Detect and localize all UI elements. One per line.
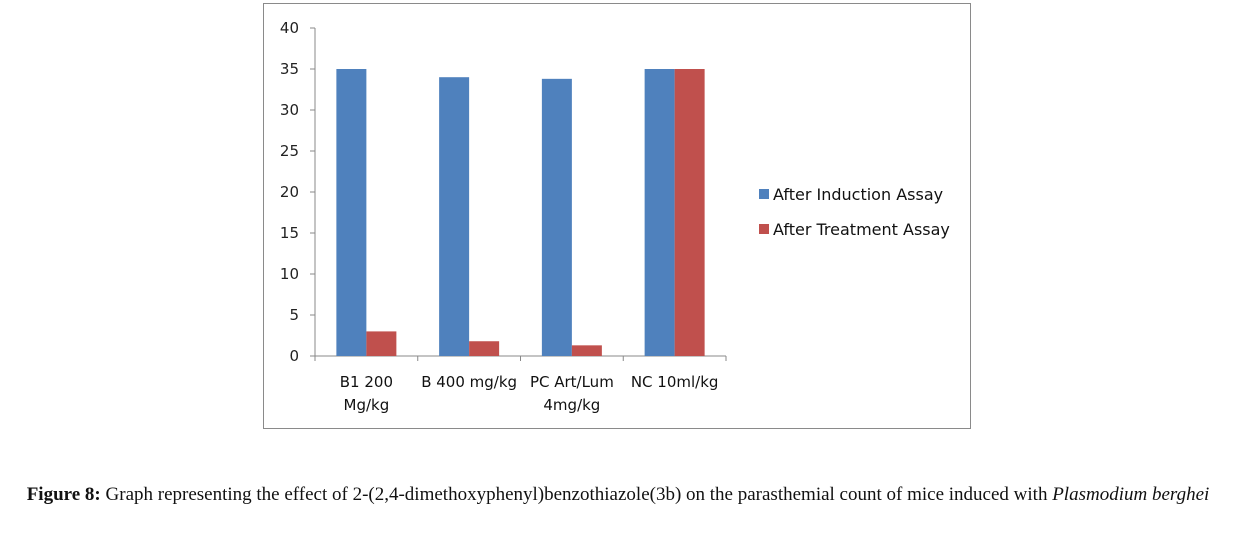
caption-text: Graph representing the effect of 2-(2,4-…: [100, 484, 1053, 505]
y-tick-label: 25: [280, 142, 299, 160]
caption-label: Figure 8:: [26, 484, 101, 505]
x-category-label: PC Art/Lum: [530, 373, 614, 391]
legend-swatch: [759, 224, 769, 234]
y-tick-label: 10: [280, 265, 299, 283]
y-tick-label: 30: [280, 101, 299, 119]
y-tick-label: 0: [289, 347, 299, 365]
x-category-label: NC 10ml/kg: [631, 373, 719, 391]
y-tick-label: 20: [280, 183, 299, 201]
figure-caption: Figure 8: Graph representing the effect …: [0, 478, 1236, 512]
x-category-label: 4mg/kg: [543, 396, 600, 414]
x-axis-labels: B1 200 Mg/kg B 400 mg/kg PC Art/Lum 4mg/kg NC…: [340, 373, 719, 414]
y-axis-ticks: 0 5 10 15 20 25 30 35 40: [280, 19, 315, 365]
bar-after-induction-3: [644, 69, 675, 356]
legend-label: After Induction Assay: [773, 185, 943, 204]
caption-species: Plasmodium berghei: [1052, 484, 1210, 505]
y-tick-label: 15: [280, 224, 299, 242]
y-tick-label: 35: [280, 60, 299, 78]
bar-after-treatment-1: [469, 341, 500, 356]
bars: [336, 69, 705, 356]
bar-chart: 0 5 10 15 20 25 30 35 40 B1 200 Mg/kg B 400 mg/kg P…: [280, 19, 950, 414]
x-category-label: Mg/kg: [344, 396, 390, 414]
bar-after-induction-2: [541, 78, 572, 356]
legend-label: After Treatment Assay: [773, 220, 950, 239]
bar-after-induction-0: [336, 69, 367, 356]
bar-after-treatment-3: [674, 69, 705, 356]
x-category-label: B 400 mg/kg: [421, 373, 517, 391]
bar-after-induction-1: [439, 77, 470, 356]
bar-after-treatment-2: [571, 345, 602, 356]
legend-swatch: [759, 189, 769, 199]
legend: After Induction Assay After Treatment Ass…: [759, 185, 950, 239]
y-tick-label: 5: [289, 306, 299, 324]
bar-after-treatment-0: [366, 331, 397, 356]
x-category-label: B1 200: [340, 373, 393, 391]
chart-frame: 0 5 10 15 20 25 30 35 40 B1 200 Mg/kg B 400 mg/kg P…: [263, 3, 971, 429]
y-tick-label: 40: [280, 19, 299, 37]
